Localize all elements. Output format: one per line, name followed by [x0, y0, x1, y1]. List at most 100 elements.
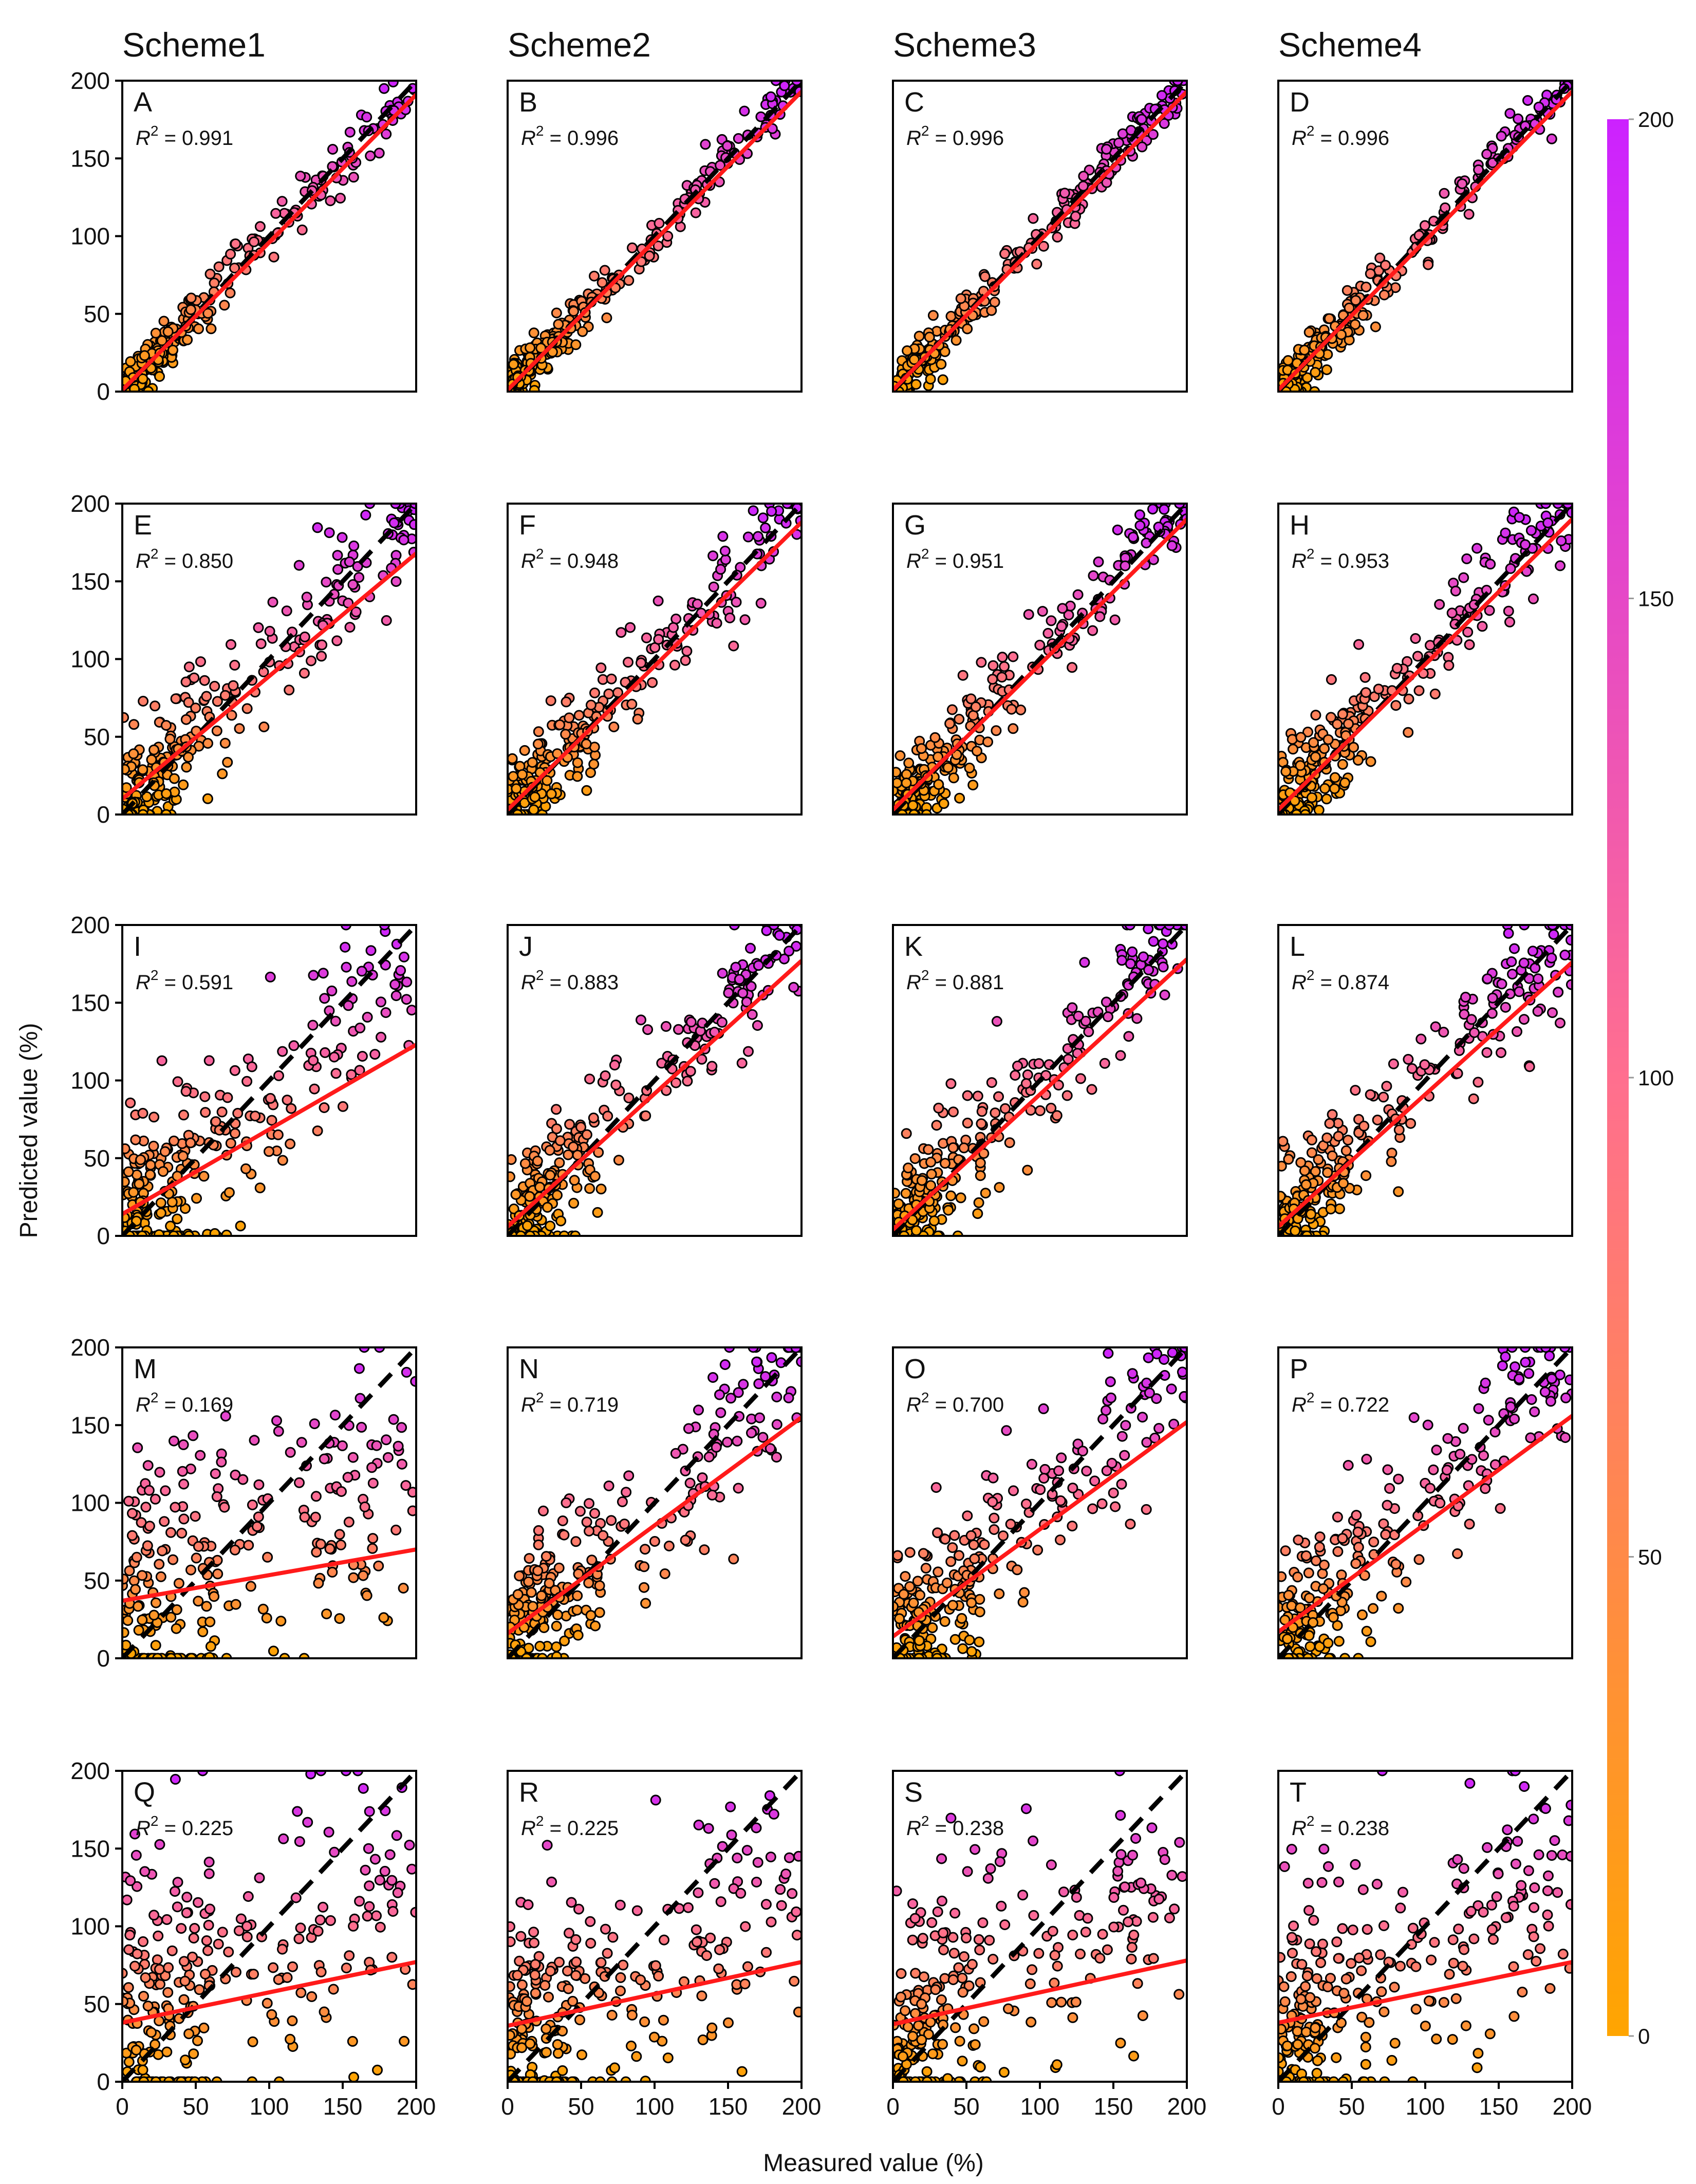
panel-letter: A — [134, 87, 152, 118]
data-point — [575, 1121, 587, 1133]
data-point — [1333, 1131, 1344, 1142]
data-point — [774, 930, 785, 941]
data-point — [522, 1220, 533, 1231]
data-point — [1336, 329, 1347, 340]
data-point — [287, 2015, 298, 2026]
r-squared-value: = 0.996 — [929, 127, 1004, 150]
data-point — [1486, 1008, 1498, 1019]
data-point — [177, 1466, 188, 1477]
data-point — [621, 1487, 632, 1498]
data-point — [551, 1651, 562, 1658]
r-squared-exponent: 2 — [1307, 967, 1315, 983]
data-point — [508, 2030, 515, 2041]
data-point — [1442, 1433, 1453, 1444]
data-point — [940, 1158, 950, 1169]
data-point — [536, 1590, 547, 1601]
data-point — [271, 1415, 282, 1427]
data-point — [650, 1960, 661, 1971]
data-point — [527, 2076, 538, 2082]
data-point — [314, 1914, 326, 1926]
data-point — [299, 668, 310, 679]
data-point — [1081, 1466, 1092, 1477]
data-point — [1171, 925, 1183, 931]
data-point — [285, 1138, 296, 1150]
data-point — [1428, 1464, 1439, 1475]
data-point — [398, 1583, 409, 1594]
data-point — [1079, 957, 1090, 968]
data-point — [626, 2040, 637, 2051]
data-point — [912, 1576, 923, 1587]
scatter-points — [1278, 504, 1572, 815]
r-squared-symbol: R — [1292, 971, 1307, 994]
data-point — [148, 1112, 160, 1123]
y-tick-label: 0 — [97, 1223, 110, 1249]
data-point — [551, 307, 562, 319]
data-point — [585, 1938, 597, 1949]
data-point — [893, 767, 902, 778]
data-point — [1037, 606, 1048, 617]
data-point — [766, 506, 777, 517]
data-point — [386, 1952, 398, 1963]
y-tick-label: 150 — [70, 1412, 110, 1438]
data-point — [989, 1524, 1000, 1535]
data-point — [1159, 504, 1170, 515]
data-point — [642, 1024, 654, 1035]
r-squared-label: R2 = 0.591 — [136, 967, 233, 994]
data-point — [1291, 809, 1302, 815]
data-point — [1101, 1405, 1112, 1416]
data-point — [1166, 1383, 1177, 1395]
data-point — [341, 961, 352, 973]
data-point — [707, 550, 719, 562]
data-point — [1008, 1485, 1019, 1496]
data-point — [606, 2010, 618, 2021]
r-squared-value: = 0.225 — [544, 1817, 619, 1840]
data-point — [276, 196, 288, 207]
data-point — [748, 1347, 759, 1353]
data-point — [312, 1926, 324, 1937]
r-squared-value: = 0.948 — [544, 550, 619, 572]
data-point — [204, 268, 216, 280]
data-point — [570, 1536, 582, 1547]
data-point — [706, 2022, 718, 2033]
data-point — [123, 2057, 135, 2067]
data-point — [1073, 1010, 1084, 1022]
data-point — [243, 1540, 254, 1551]
data-point — [1326, 712, 1336, 723]
data-point — [364, 1806, 375, 1817]
data-point — [170, 1773, 181, 1785]
data-point — [1324, 1653, 1335, 1658]
data-point — [225, 248, 236, 260]
data-point — [312, 522, 323, 533]
data-point — [640, 1110, 651, 1121]
data-point — [1473, 164, 1484, 175]
r-squared-symbol: R — [136, 550, 151, 572]
y-tick-label: 50 — [84, 301, 110, 327]
data-point — [623, 1470, 635, 1482]
data-point — [1116, 1478, 1127, 1490]
fit-line — [508, 90, 802, 392]
data-point — [400, 1480, 412, 1491]
data-point — [601, 312, 612, 323]
data-point — [364, 1880, 375, 1892]
data-point — [1046, 1102, 1057, 1114]
data-point — [1280, 766, 1292, 777]
data-point — [1484, 605, 1495, 616]
data-point — [602, 1110, 613, 1122]
data-point — [987, 1472, 999, 1484]
panel-letter: O — [904, 1354, 926, 1384]
data-point — [188, 1933, 199, 1944]
data-point — [1466, 1014, 1477, 1025]
data-point — [585, 1610, 597, 1621]
data-point — [561, 696, 572, 708]
data-point — [282, 1095, 293, 1106]
data-point — [1518, 957, 1530, 969]
data-point — [581, 785, 592, 796]
data-point — [600, 1070, 611, 1081]
data-point — [726, 1829, 737, 1841]
data-point — [348, 540, 360, 551]
data-point — [336, 1539, 346, 1550]
data-point — [183, 2028, 195, 2040]
data-point — [189, 1923, 200, 1934]
data-point — [1477, 621, 1488, 632]
data-point — [1340, 1145, 1352, 1156]
